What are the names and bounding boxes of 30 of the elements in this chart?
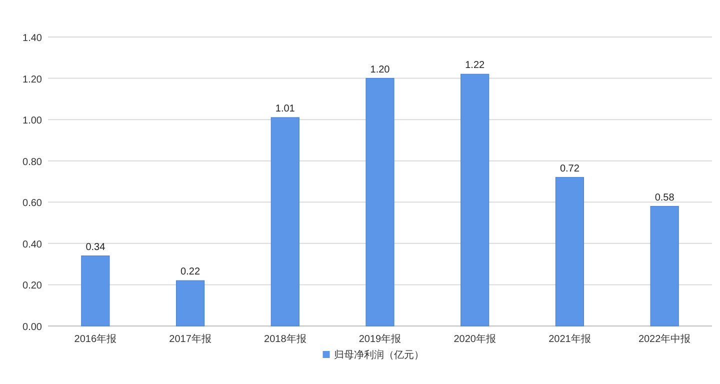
x-tick-label: 2021年报	[548, 333, 591, 345]
data-label: 0.72	[560, 163, 580, 174]
legend-label: 归母净利润（亿元）	[334, 349, 424, 361]
bar	[176, 280, 205, 326]
bar	[460, 74, 490, 326]
x-tick-label: 2018年报	[264, 333, 306, 345]
y-tick-label: 0.80	[22, 156, 42, 168]
y-tick-label: 1.20	[22, 74, 42, 86]
x-tick-label: 2020年报	[454, 333, 496, 345]
x-tick-label: 2019年报	[358, 333, 402, 345]
data-label: 0.22	[180, 266, 200, 278]
y-tick-label: 0.40	[22, 239, 42, 250]
y-tick-label: 0.00	[22, 322, 42, 333]
data-label: 0.58	[654, 192, 675, 204]
bar	[555, 177, 584, 326]
data-label: 0.34	[86, 242, 106, 253]
bar	[270, 117, 300, 326]
bar	[366, 78, 394, 326]
bar	[81, 256, 110, 326]
x-tick-label: 2016年报	[74, 333, 117, 345]
y-tick-label: 1.40	[22, 33, 42, 44]
y-tick-label: 0.20	[22, 280, 42, 292]
bar	[650, 206, 679, 326]
y-tick-label: 0.60	[22, 198, 42, 210]
data-label: 1.22	[465, 60, 486, 72]
x-tick-label: 2017年报	[169, 333, 212, 345]
y-tick-label: 1.00	[22, 116, 42, 127]
data-label: 1.01	[275, 104, 296, 115]
data-label: 1.20	[370, 64, 390, 76]
x-tick-label: 2022年中报	[638, 333, 691, 345]
